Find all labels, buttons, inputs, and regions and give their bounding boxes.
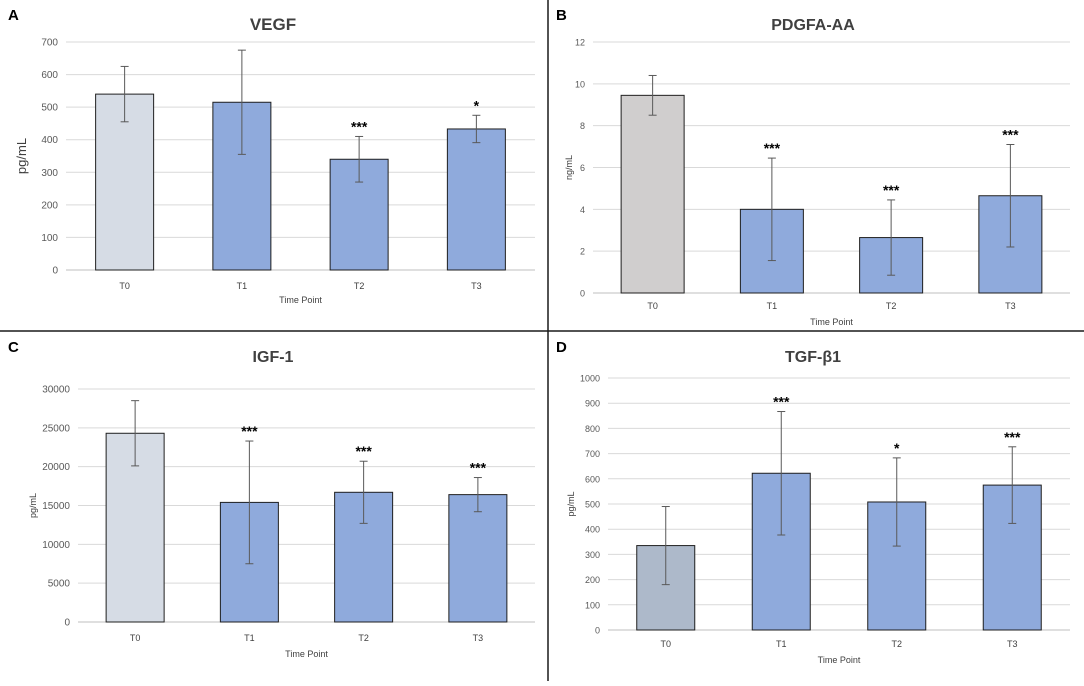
y-tick-label: 0 <box>64 618 70 629</box>
chart-panel-c: C IGF-1 0 5000 10000 15000 20000 25000 30000 pg/m… <box>8 339 535 659</box>
x-tick-label: T3 <box>471 281 482 291</box>
x-tick-label: T0 <box>119 281 130 291</box>
chart-panel-d: D TGF-β1 0 100 200 300 400 500 600 700 800 900 1000 p… <box>556 339 1070 665</box>
y-tick-label: 700 <box>585 449 600 459</box>
panel-label: C <box>8 339 19 356</box>
y-tick-label: 300 <box>585 550 600 560</box>
y-tick-label: 800 <box>585 424 600 434</box>
y-tick-label: 0 <box>595 626 600 636</box>
x-axis-label: Time Point <box>818 655 861 665</box>
y-tick-label: 0 <box>580 289 585 299</box>
x-axis-label: Time Point <box>810 317 853 327</box>
y-tick-label: 6 <box>580 163 585 173</box>
significance-marker: *** <box>470 460 487 476</box>
x-tick-label: T0 <box>647 301 658 311</box>
bar-t0 <box>620 94 685 294</box>
bar-t0 <box>95 93 155 271</box>
x-tick-label: T3 <box>473 633 484 643</box>
y-tick-label: 600 <box>41 70 58 81</box>
x-axis-label: Time Point <box>279 295 322 305</box>
bar-t0 <box>636 545 696 631</box>
y-tick-label: 900 <box>585 399 600 409</box>
chart-title: IGF-1 <box>253 349 294 366</box>
x-tick-label: T3 <box>1005 301 1016 311</box>
y-tick-label: 4 <box>580 205 585 215</box>
y-tick-label: 25000 <box>42 423 70 434</box>
significance-marker: *** <box>351 118 368 134</box>
y-tick-label: 30000 <box>42 385 70 396</box>
y-tick-label: 500 <box>41 103 58 114</box>
x-tick-label: T1 <box>244 633 255 643</box>
y-tick-label: 2 <box>580 247 585 257</box>
x-tick-label: T1 <box>776 639 787 649</box>
y-tick-label: 100 <box>585 600 600 610</box>
significance-marker: *** <box>1004 429 1021 445</box>
x-tick-label: T3 <box>1007 639 1018 649</box>
significance-marker: *** <box>1002 126 1019 142</box>
x-tick-label: T2 <box>358 633 369 643</box>
bar-t3 <box>446 128 506 271</box>
x-tick-label: T0 <box>130 633 141 643</box>
x-tick-label: T1 <box>767 301 778 311</box>
significance-marker: *** <box>241 423 258 439</box>
y-tick-label: 0 <box>52 266 58 277</box>
significance-marker: *** <box>764 140 781 156</box>
x-tick-label: T0 <box>660 639 671 649</box>
chart-title: TGF-β1 <box>785 349 841 366</box>
y-axis-label: pg/mL <box>28 493 38 518</box>
significance-marker: * <box>474 97 480 113</box>
chart-panel-a: A VEGF 0 100 200 300 400 500 600 700 pg/mL Time Poi… <box>8 7 535 305</box>
x-tick-label: T2 <box>354 281 365 291</box>
y-tick-label: 8 <box>580 121 585 131</box>
panel-label: D <box>556 339 567 356</box>
chart-title: VEGF <box>250 15 296 34</box>
y-axis-label: pg/mL <box>14 138 29 174</box>
y-tick-label: 20000 <box>42 462 70 473</box>
significance-marker: *** <box>773 394 790 410</box>
y-tick-label: 600 <box>585 474 600 484</box>
y-axis-label: ng/mL <box>564 155 574 180</box>
chart-panel-b: B PDGFA-AA 0 2 4 6 8 10 12 ng/mL Time Point T0 T1 ***… <box>556 7 1070 327</box>
y-tick-label: 400 <box>41 135 58 146</box>
chart-title: PDGFA-AA <box>771 17 855 34</box>
y-tick-label: 100 <box>41 233 58 244</box>
y-tick-label: 10 <box>575 79 585 89</box>
y-tick-label: 700 <box>41 38 58 49</box>
panel-label: A <box>8 7 19 24</box>
y-tick-label: 400 <box>585 525 600 535</box>
y-tick-label: 10000 <box>42 540 70 551</box>
x-tick-label: T2 <box>886 301 897 311</box>
y-tick-label: 300 <box>41 168 58 179</box>
x-tick-label: T1 <box>237 281 248 291</box>
panel-label: B <box>556 7 567 24</box>
significance-marker: *** <box>355 443 372 459</box>
y-axis-label: pg/mL <box>566 491 576 516</box>
y-tick-label: 15000 <box>42 501 70 512</box>
bar-t3 <box>448 494 508 623</box>
y-tick-label: 5000 <box>48 579 71 590</box>
x-tick-label: T2 <box>891 639 902 649</box>
y-tick-label: 12 <box>575 38 585 48</box>
y-tick-label: 1000 <box>580 374 600 384</box>
y-tick-label: 200 <box>41 200 58 211</box>
y-tick-label: 500 <box>585 500 600 510</box>
x-axis-label: Time Point <box>285 649 328 659</box>
significance-marker: *** <box>883 182 900 198</box>
significance-marker: * <box>894 440 900 456</box>
y-tick-label: 200 <box>585 575 600 585</box>
